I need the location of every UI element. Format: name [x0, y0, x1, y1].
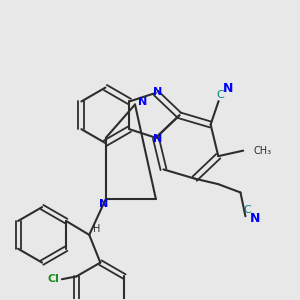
Text: H: H	[94, 224, 101, 234]
Text: C: C	[244, 205, 251, 215]
Text: Cl: Cl	[48, 274, 60, 284]
Text: N: N	[99, 199, 109, 209]
Text: C: C	[217, 90, 224, 100]
Text: N: N	[250, 212, 260, 225]
Text: N: N	[223, 82, 234, 95]
Text: N: N	[138, 98, 148, 107]
Text: N: N	[153, 134, 162, 144]
Text: N: N	[153, 87, 162, 97]
Text: CH₃: CH₃	[253, 146, 271, 156]
